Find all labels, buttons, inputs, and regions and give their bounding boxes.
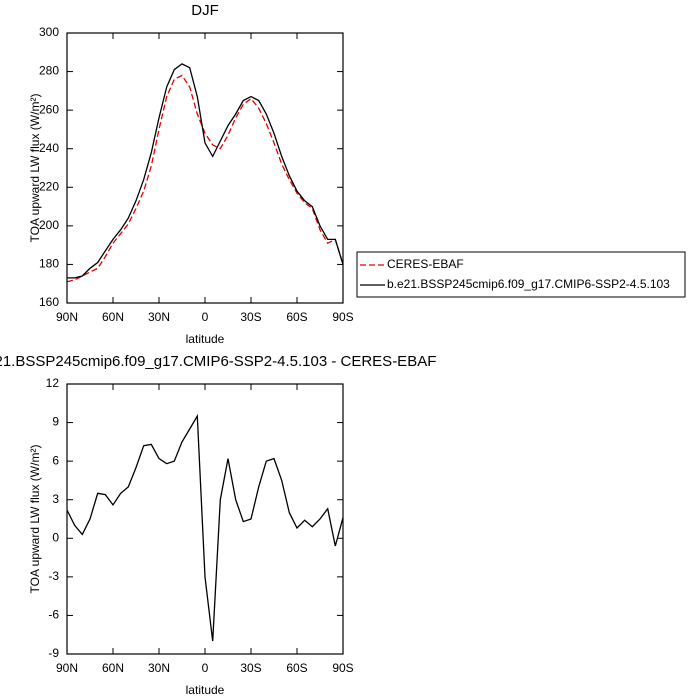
x-tick-label: 30S bbox=[240, 661, 261, 675]
x-tick-label: 90N bbox=[56, 661, 78, 675]
x-tick-label: 30S bbox=[240, 310, 261, 324]
series-line bbox=[66, 74, 344, 283]
x-tick-label: 60S bbox=[286, 661, 307, 675]
y-axis-label: TOA upward LW flux (W/m²) bbox=[28, 94, 42, 243]
x-tick-label: 0 bbox=[202, 661, 209, 675]
x-tick-label: 60S bbox=[286, 310, 307, 324]
y-tick-label: 280 bbox=[39, 64, 59, 78]
x-tick-label: 90N bbox=[56, 310, 78, 324]
x-axis-label: latitude bbox=[186, 332, 225, 346]
y-tick-label: 12 bbox=[46, 376, 60, 390]
x-tick-label: 60N bbox=[102, 310, 124, 324]
x-axis-label: latitude bbox=[186, 683, 225, 697]
legend-box bbox=[356, 251, 686, 298]
x-tick-label: 60N bbox=[102, 661, 124, 675]
y-axis-label: TOA upward LW flux (W/m²) bbox=[28, 445, 42, 594]
series-line bbox=[67, 63, 344, 279]
series-line bbox=[66, 413, 344, 642]
x-tick-label: 0 bbox=[202, 310, 209, 324]
y-tick-label: 220 bbox=[39, 179, 59, 193]
y-tick-label: -9 bbox=[48, 646, 59, 660]
y-tick-label: 160 bbox=[39, 295, 59, 309]
y-tick-label: 240 bbox=[39, 141, 59, 155]
y-tick-label: 0 bbox=[52, 530, 59, 544]
legend-label: b.e21.BSSP245cmip6.f09_g17.CMIP6-SSP2-4.… bbox=[387, 277, 670, 291]
y-tick-label: -6 bbox=[48, 608, 59, 622]
y-tick-label: 300 bbox=[39, 25, 59, 39]
y-tick-label: 200 bbox=[39, 218, 59, 232]
x-tick-label: 30N bbox=[148, 310, 170, 324]
y-tick-label: 260 bbox=[39, 102, 59, 116]
plot-frame bbox=[66, 32, 344, 304]
x-tick-label: 90S bbox=[332, 310, 353, 324]
plot-frame bbox=[66, 383, 344, 655]
chart-title: DJF bbox=[191, 2, 219, 19]
x-tick-label: 30N bbox=[148, 661, 170, 675]
y-tick-label: 3 bbox=[52, 492, 59, 506]
y-tick-label: 6 bbox=[52, 453, 59, 467]
y-tick-label: -3 bbox=[48, 569, 59, 583]
legend-label: CERES-EBAF bbox=[387, 257, 464, 271]
chart-title: b.e21.BSSP245cmip6.f09_g17.CMIP6-SSP2-4.… bbox=[0, 353, 436, 370]
y-tick-label: 9 bbox=[52, 415, 59, 429]
x-tick-label: 90S bbox=[332, 661, 353, 675]
y-tick-label: 180 bbox=[39, 257, 59, 271]
